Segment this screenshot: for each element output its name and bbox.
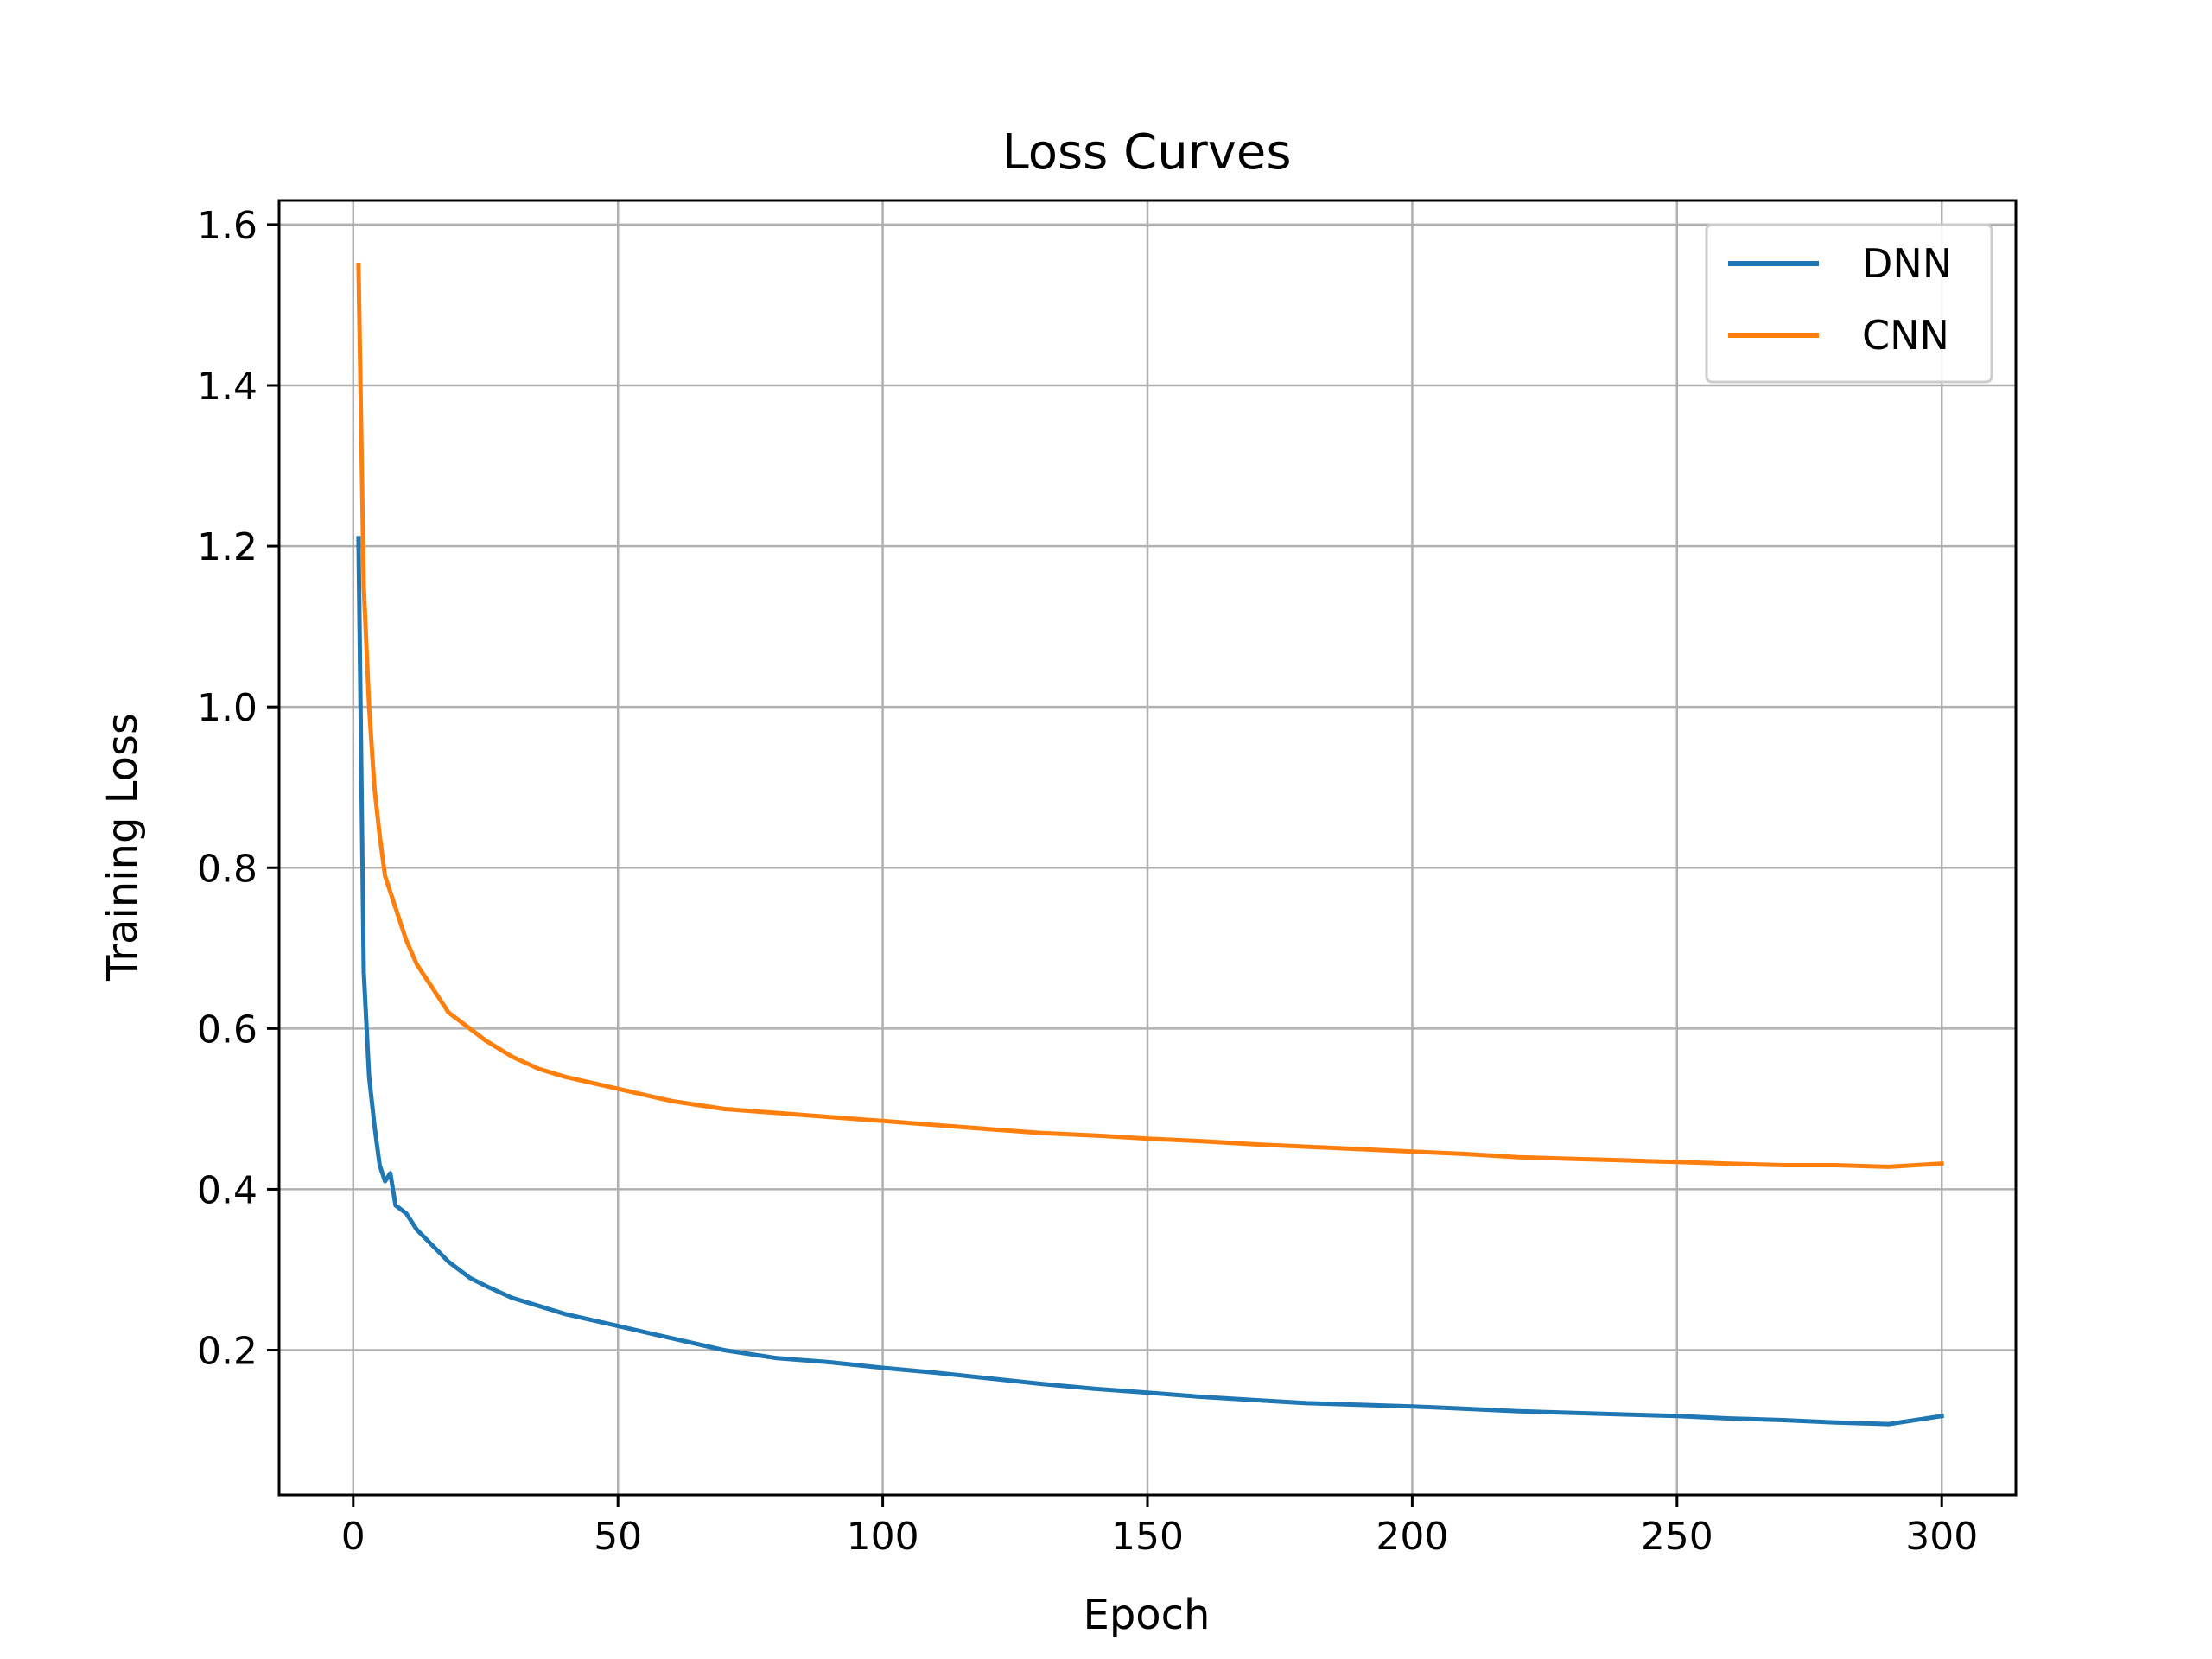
x-tick-label: 250 xyxy=(1641,1515,1713,1559)
series-lines xyxy=(356,262,1945,1427)
grid-lines xyxy=(279,200,2016,1495)
y-tick-label: 0.8 xyxy=(197,847,257,891)
y-tick-label: 1.0 xyxy=(197,686,257,730)
x-tick-label: 100 xyxy=(847,1515,919,1559)
y-tick-label: 1.2 xyxy=(197,525,257,569)
legend-label-cnn: CNN xyxy=(1862,312,1949,359)
x-tick-label: 0 xyxy=(341,1515,365,1559)
y-tick-label: 0.4 xyxy=(197,1168,257,1212)
y-tick-label: 0.6 xyxy=(197,1007,257,1052)
x-tick-label: 150 xyxy=(1111,1515,1184,1559)
y-tick-label: 1.4 xyxy=(197,365,257,409)
series-line-dnn xyxy=(356,536,1945,1427)
x-tick-label: 200 xyxy=(1376,1515,1448,1559)
legend-label-dnn: DNN xyxy=(1862,240,1952,287)
axis-ticks: 0 50 100 150 200 250 300 0.2 0.4 0.6 0.8 1.0 1.2 1.4 1… xyxy=(197,204,1978,1559)
legend: DNN CNN xyxy=(1705,223,1993,384)
y-axis-title: Training Loss xyxy=(99,713,147,982)
x-tick-label: 300 xyxy=(1905,1515,1978,1559)
series-line-cnn xyxy=(356,262,1944,1169)
x-tick-label: 50 xyxy=(594,1515,642,1559)
x-axis-title: Epoch xyxy=(1084,1591,1211,1639)
chart-title: Loss Curves xyxy=(1001,124,1291,181)
y-tick-label: 1.6 xyxy=(197,204,257,248)
y-tick-label: 0.2 xyxy=(197,1330,257,1374)
